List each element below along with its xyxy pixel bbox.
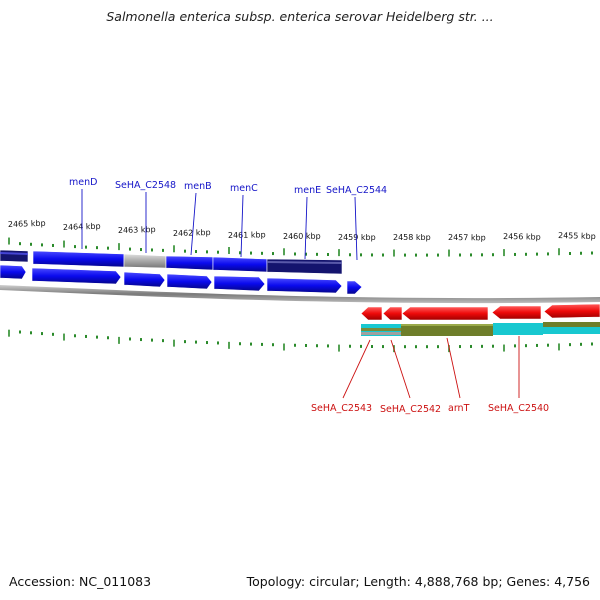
- gene-arrow-menB[interactable]: [166, 273, 213, 290]
- gene-arrow[interactable]: [0, 264, 27, 280]
- tick-label-2465: 2465 kbp: [8, 219, 46, 229]
- tick-label-2455: 2455 kbp: [558, 231, 596, 241]
- reverse-strand-row-2: [361, 322, 600, 336]
- gene-arrow-arnT[interactable]: [401, 306, 489, 321]
- gene-labels-top: menD SeHA_C2548 menB menC menE SeHA_C254…: [69, 177, 387, 196]
- reverse-strand-row-1: [360, 303, 600, 321]
- gene-label-arnT[interactable]: arnT: [448, 403, 470, 414]
- gene-arrow-SeHA_C2544[interactable]: [346, 280, 363, 295]
- gene-label-menE[interactable]: menE: [294, 185, 321, 196]
- gene-leaders-top: [81, 189, 358, 261]
- gene-label-SeHA_C2542[interactable]: SeHA_C2542: [380, 404, 441, 415]
- gene-block-menD[interactable]: [32, 250, 125, 268]
- gene-labels-bottom: SeHA_C2543 SeHA_C2542 arnT SeHA_C2540: [311, 403, 549, 415]
- tick-label-2463: 2463 kbp: [118, 225, 156, 235]
- gene-label-SeHA_C2544[interactable]: SeHA_C2544: [326, 185, 387, 196]
- tick-label-2457: 2457 kbp: [448, 233, 486, 242]
- scale-ticks-top: [8, 237, 593, 257]
- gene-label-menB[interactable]: menB: [184, 181, 212, 192]
- gene-arrow-SeHA_C2540[interactable]: [491, 305, 542, 320]
- gene-arrow-menC[interactable]: [213, 275, 266, 292]
- gene-arrow-menE[interactable]: [266, 277, 343, 294]
- tick-label-2458: 2458 kbp: [393, 233, 431, 242]
- scale-ticks-bottom: [8, 329, 593, 353]
- tick-label-2461: 2461 kbp: [228, 230, 266, 240]
- gene-label-SeHA_C2548[interactable]: SeHA_C2548: [115, 180, 176, 191]
- gene-arrow-SeHA_C2542[interactable]: [382, 306, 403, 321]
- gene-label-SeHA_C2540[interactable]: SeHA_C2540: [488, 403, 549, 414]
- gene-block-menC[interactable]: [212, 256, 268, 273]
- gene-block-SeHA_C2548[interactable]: [123, 253, 167, 269]
- tick-label-2460: 2460 kbp: [283, 232, 321, 241]
- gene-arrow-SeHA_C2543[interactable]: [360, 306, 383, 321]
- gene-block-SeHA_C2540[interactable]: [493, 323, 543, 335]
- topology-label: Topology: circular; Length: 4,888,768 bp…: [246, 574, 590, 589]
- tick-label-2462: 2462 kbp: [173, 228, 211, 238]
- gene-leaders-bottom: [342, 336, 520, 399]
- gene-label-menC[interactable]: menC: [230, 183, 258, 194]
- gene-block[interactable]: [0, 249, 29, 263]
- gene-arrow-SeHA_C2548[interactable]: [123, 271, 166, 288]
- tick-label-2456: 2456 kbp: [503, 232, 541, 242]
- gene-arrow[interactable]: [543, 303, 600, 319]
- tick-label-2459: 2459 kbp: [338, 233, 376, 242]
- genome-backbone: [0, 285, 600, 304]
- genome-title: Salmonella enterica subsp. enterica sero…: [106, 9, 494, 24]
- scale-tick-labels: 2465 kbp 2464 kbp 2463 kbp 2462 kbp 2461…: [8, 219, 596, 243]
- accession-label: Accession: NC_011083: [9, 574, 152, 589]
- gene-label-menD[interactable]: menD: [69, 177, 97, 188]
- gene-block-menB[interactable]: [165, 255, 214, 271]
- forward-strand-row-1: [0, 249, 343, 275]
- forward-strand-row-2: [0, 264, 363, 295]
- gene-block-arnT[interactable]: [401, 324, 493, 336]
- gene-arrow-menD[interactable]: [31, 267, 122, 285]
- gene-label-SeHA_C2543[interactable]: SeHA_C2543: [311, 403, 372, 414]
